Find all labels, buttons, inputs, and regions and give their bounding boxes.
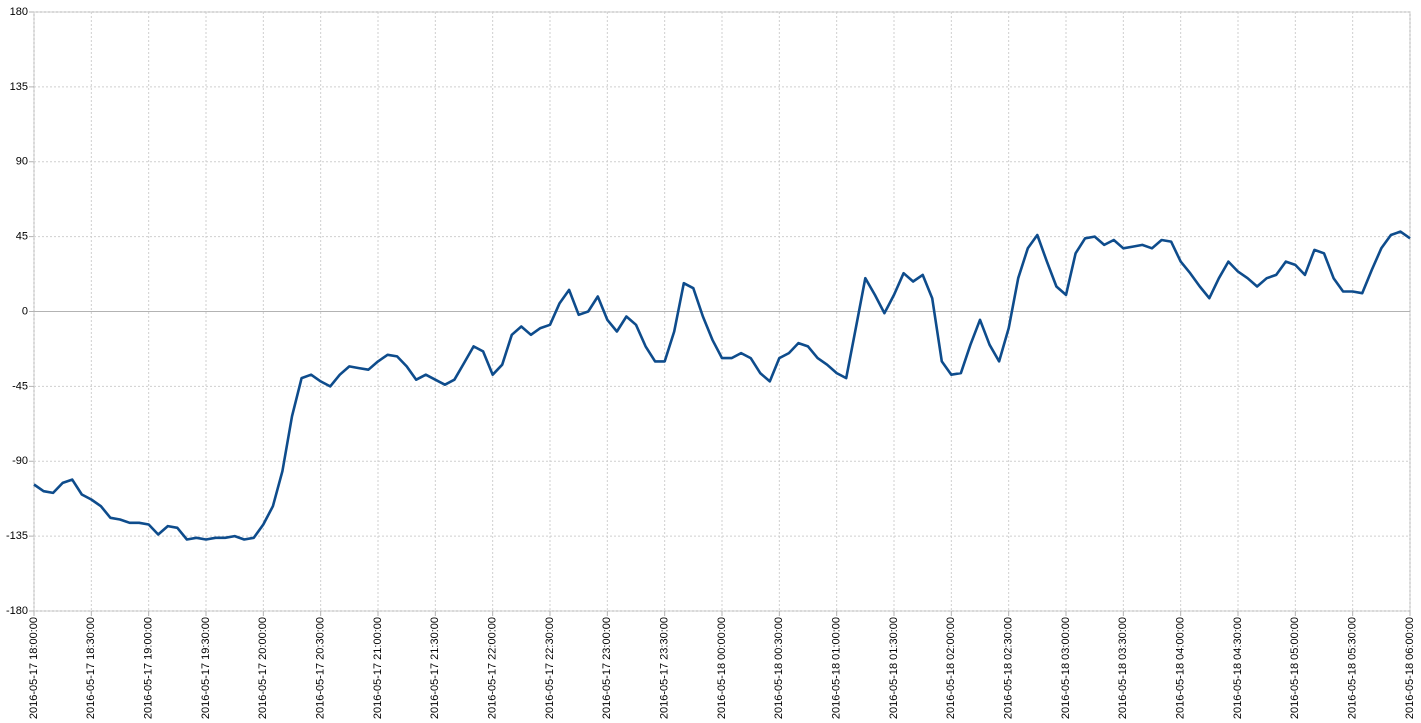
x-tick-label: 2016-05-18 02:00:00	[945, 617, 957, 719]
y-tick-label: 90	[16, 156, 28, 168]
y-tick-label: -180	[6, 605, 28, 617]
x-tick-label: 2016-05-18 05:30:00	[1347, 617, 1359, 719]
x-tick-label: 2016-05-17 20:30:00	[315, 617, 327, 719]
y-tick-label: -45	[12, 380, 28, 392]
x-tick-label: 2016-05-17 22:30:00	[544, 617, 556, 719]
x-tick-label: 2016-05-18 06:00:00	[1404, 617, 1416, 719]
x-tick-label: 2016-05-18 02:30:00	[1003, 617, 1015, 719]
x-tick-label: 2016-05-17 21:30:00	[429, 617, 441, 719]
x-tick-label: 2016-05-17 20:00:00	[257, 617, 269, 719]
x-tick-label: 2016-05-18 03:00:00	[1060, 617, 1072, 719]
x-tick-label: 2016-05-17 19:30:00	[200, 617, 212, 719]
x-tick-label: 2016-05-18 04:00:00	[1175, 617, 1187, 719]
x-tick-label: 2016-05-18 03:30:00	[1117, 617, 1129, 719]
x-tick-label: 2016-05-17 19:00:00	[143, 617, 155, 719]
x-tick-label: 2016-05-17 23:00:00	[601, 617, 613, 719]
data-line	[33, 230, 1411, 541]
y-tick-label: 135	[10, 81, 28, 93]
y-tick-label: 0	[22, 305, 28, 317]
y-tick-label: -135	[6, 530, 28, 542]
y-tick-label: 45	[16, 231, 28, 243]
y-tick-label: 180	[10, 6, 28, 18]
x-tick-label: 2016-05-18 04:30:00	[1232, 617, 1244, 719]
x-tick-label: 2016-05-18 05:00:00	[1289, 617, 1301, 719]
x-tick-label: 2016-05-18 00:00:00	[716, 617, 728, 719]
x-tick-label: 2016-05-17 22:00:00	[487, 617, 499, 719]
x-tick-label: 2016-05-17 18:30:00	[85, 617, 97, 719]
x-tick-label: 2016-05-18 01:00:00	[831, 617, 843, 719]
x-tick-label: 2016-05-17 21:00:00	[372, 617, 384, 719]
x-tick-label: 2016-05-17 18:00:00	[28, 617, 40, 719]
x-tick-label: 2016-05-17 23:30:00	[659, 617, 671, 719]
y-tick-label: -90	[12, 455, 28, 467]
x-tick-label: 2016-05-18 00:30:00	[773, 617, 785, 719]
x-tick-label: 2016-05-18 01:30:00	[888, 617, 900, 719]
